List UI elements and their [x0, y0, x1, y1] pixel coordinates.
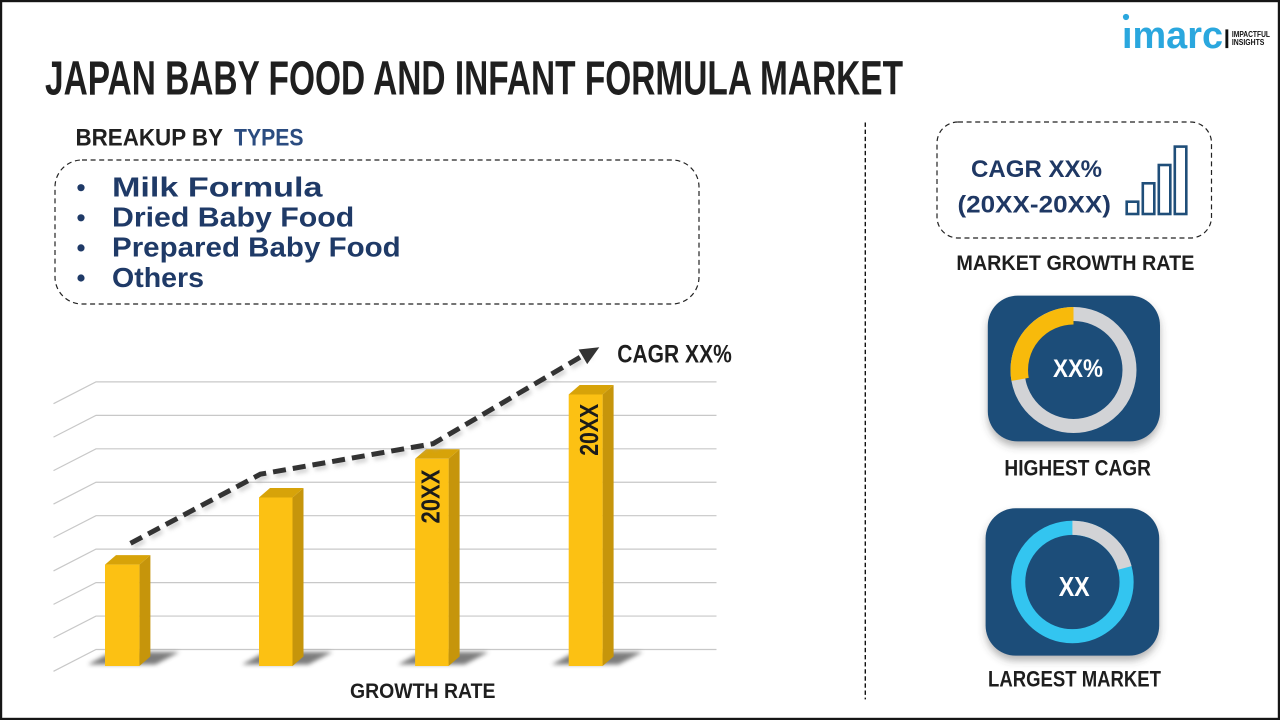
- svg-text:IMPACTFUL: IMPACTFUL: [1232, 30, 1270, 39]
- svg-text:20XX: 20XX: [415, 469, 445, 524]
- svg-text:Others: Others: [112, 262, 204, 293]
- svg-text:GROWTH RATE: GROWTH RATE: [350, 679, 496, 703]
- svg-text:TYPES: TYPES: [234, 125, 304, 152]
- svg-text:(20XX-20XX): (20XX-20XX): [958, 192, 1112, 219]
- svg-text:HIGHEST CAGR: HIGHEST CAGR: [1004, 456, 1151, 481]
- svg-text:JAPAN BABY FOOD AND INFANT FOR: JAPAN BABY FOOD AND INFANT FORMULA MARKE…: [45, 53, 903, 106]
- svg-text:BREAKUP BY: BREAKUP BY: [76, 125, 224, 152]
- svg-text:Milk Formula: Milk Formula: [112, 172, 323, 203]
- svg-text:LARGEST MARKET: LARGEST MARKET: [988, 667, 1161, 692]
- svg-text:CAGR XX%: CAGR XX%: [971, 156, 1102, 183]
- svg-text:XX%: XX%: [1053, 355, 1103, 383]
- svg-text:20XX: 20XX: [574, 403, 604, 456]
- svg-text:Dried Baby Food: Dried Baby Food: [112, 202, 354, 233]
- svg-text:XX: XX: [1059, 571, 1091, 602]
- svg-text:imarc: imarc: [1122, 15, 1223, 57]
- svg-text:INSIGHTS: INSIGHTS: [1232, 38, 1265, 47]
- svg-text:Prepared Baby Food: Prepared Baby Food: [112, 232, 401, 263]
- svg-text:MARKET GROWTH RATE: MARKET GROWTH RATE: [956, 251, 1194, 275]
- svg-text:CAGR XX%: CAGR XX%: [617, 341, 732, 369]
